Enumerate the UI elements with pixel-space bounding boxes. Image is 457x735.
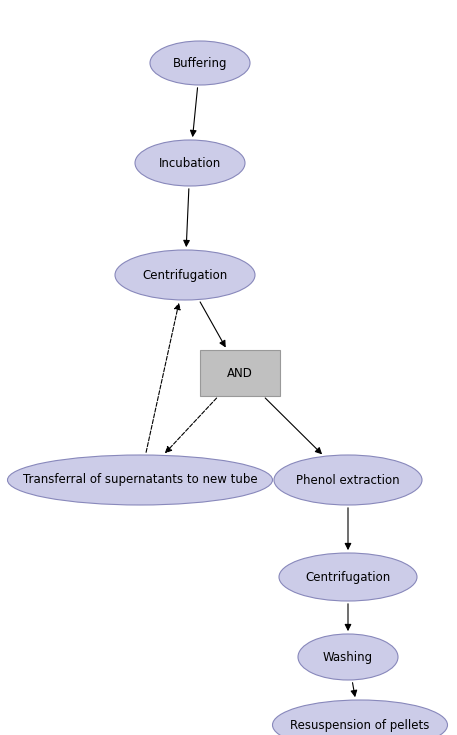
Text: Centrifugation: Centrifugation: [143, 268, 228, 282]
Ellipse shape: [279, 553, 417, 601]
Ellipse shape: [7, 455, 272, 505]
Ellipse shape: [298, 634, 398, 680]
Ellipse shape: [272, 700, 447, 735]
Text: AND: AND: [227, 367, 253, 379]
Text: Resuspension of pellets: Resuspension of pellets: [290, 719, 430, 731]
Ellipse shape: [150, 41, 250, 85]
Text: Buffering: Buffering: [173, 57, 227, 70]
Text: Washing: Washing: [323, 650, 373, 664]
Ellipse shape: [135, 140, 245, 186]
FancyBboxPatch shape: [200, 350, 280, 396]
Text: Centrifugation: Centrifugation: [305, 570, 391, 584]
Ellipse shape: [115, 250, 255, 300]
Text: Transferral of supernatants to new tube: Transferral of supernatants to new tube: [23, 473, 257, 487]
Text: Incubation: Incubation: [159, 157, 221, 170]
Text: Phenol extraction: Phenol extraction: [296, 473, 400, 487]
Ellipse shape: [274, 455, 422, 505]
